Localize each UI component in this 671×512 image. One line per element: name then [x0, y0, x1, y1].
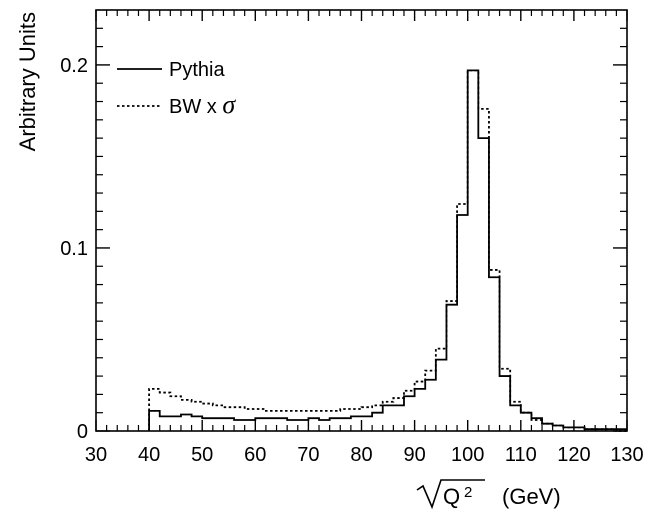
legend-label-bw: BW x σ — [169, 90, 236, 119]
x-axis-title-unit: (GeV) — [502, 484, 561, 509]
x-axis-title: Q 2 (GeV) — [416, 479, 561, 510]
x-tick-label: 130 — [610, 444, 643, 466]
x-tick-label: 100 — [451, 444, 484, 466]
y-tick-label: 0 — [77, 421, 88, 443]
x-tick-label: 80 — [350, 444, 372, 466]
series-pythia-line — [148, 69, 627, 431]
y-axis-ticks: 0 0.1 0.2 — [60, 27, 627, 443]
series-layer — [148, 69, 627, 432]
legend-label-bw-prefix: BW x — [169, 96, 222, 118]
x-axis-title-exponent: 2 — [464, 484, 472, 501]
series-bw-line — [148, 69, 627, 432]
y-axis-title: Arbitrary Units — [15, 12, 40, 151]
x-tick-label: 90 — [403, 444, 425, 466]
x-tick-label: 50 — [191, 444, 213, 466]
x-axis-title-radicand: Q — [443, 484, 460, 509]
x-tick-label: 70 — [297, 444, 319, 466]
legend: Pythia BW x σ — [117, 59, 236, 119]
x-axis-ticks: 30 40 50 60 70 80 90 100 110 120 130 — [85, 10, 644, 466]
x-tick-label: 40 — [138, 444, 160, 466]
x-tick-label: 120 — [557, 444, 590, 466]
legend-label-pythia: Pythia — [169, 59, 225, 81]
x-tick-label: 60 — [244, 444, 266, 466]
y-tick-label: 0.2 — [60, 55, 88, 77]
sqrt-symbol — [416, 479, 485, 510]
legend-label-bw-sigma: σ — [222, 90, 236, 119]
x-tick-label: 110 — [505, 444, 537, 466]
x-tick-label: 30 — [85, 444, 107, 466]
y-tick-label: 0.1 — [60, 238, 88, 260]
